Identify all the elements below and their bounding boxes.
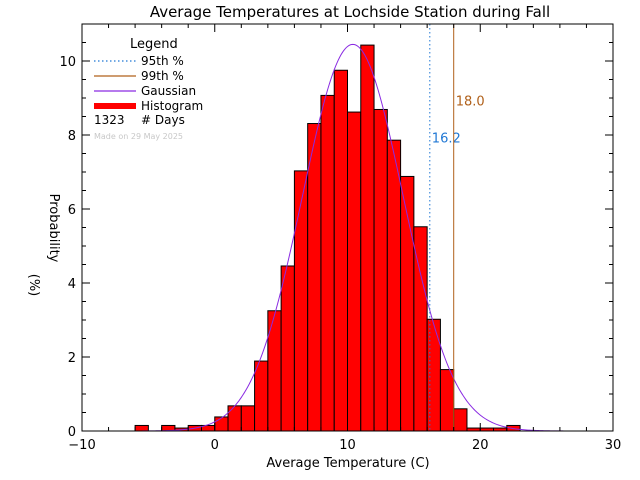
y-tick-label: 4 — [68, 277, 76, 292]
histogram-bars — [134, 44, 521, 432]
histogram-bar — [453, 408, 468, 432]
histogram-bar — [280, 265, 295, 432]
x-tick-label: 30 — [605, 438, 622, 453]
y-axis-unit: (%) — [26, 274, 41, 297]
histogram-bar — [214, 416, 229, 432]
histogram-bar — [373, 108, 388, 432]
legend-days-label: # Days — [141, 113, 185, 127]
chart-title: Average Temperatures at Lochside Station… — [150, 3, 550, 21]
histogram-bar — [386, 139, 402, 432]
x-tick-label: 20 — [472, 438, 489, 453]
histogram-bar — [254, 360, 269, 432]
histogram-bar — [333, 69, 349, 432]
y-tick-label: 8 — [68, 129, 76, 144]
histogram-bar — [227, 405, 242, 432]
percentile-lines: 16.2 18.0 — [429, 24, 485, 431]
legend: Legend 95th % 99th % Gaussian Histogram … — [94, 37, 203, 141]
x-tick-label: −10 — [68, 438, 95, 453]
histogram-bar — [293, 170, 309, 432]
legend-label-histogram: Histogram — [141, 99, 203, 113]
percentile-99th-label: 18.0 — [456, 94, 485, 109]
y-tick-label: 2 — [68, 351, 76, 366]
legend-days-count: 1323 — [94, 113, 125, 127]
y-tick-label: 6 — [68, 203, 76, 218]
legend-label-95th: 95th % — [141, 54, 184, 68]
histogram-bar — [267, 310, 282, 432]
made-on-note: Made on 29 May 2025 — [94, 132, 183, 141]
x-axis-ticks: −10 0 10 20 30 — [68, 24, 621, 453]
x-tick-label: 10 — [339, 438, 356, 453]
histogram-bar — [360, 44, 375, 432]
legend-title: Legend — [130, 37, 178, 52]
y-tick-label: 0 — [68, 425, 76, 440]
legend-label-99th: 99th % — [141, 69, 184, 83]
x-tick-label: 0 — [211, 438, 219, 453]
histogram-bar — [413, 226, 428, 432]
histogram-bar — [307, 123, 322, 432]
gaussian-curve-group — [82, 43, 613, 432]
histogram-bar — [134, 424, 149, 432]
y-tick-label: 10 — [59, 55, 76, 70]
gaussian-curve — [82, 43, 613, 432]
percentile-95th-label: 16.2 — [432, 131, 461, 146]
y-axis-label: Probability — [46, 194, 61, 263]
histogram-bar — [426, 318, 441, 432]
histogram-bar — [240, 405, 256, 432]
legend-label-gaussian: Gaussian — [141, 84, 196, 98]
histogram-bar — [320, 94, 335, 432]
histogram-bar — [347, 111, 362, 432]
histogram-bar — [439, 369, 455, 432]
y-axis-ticks: 0 2 4 6 8 10 — [59, 42, 613, 440]
x-axis-label: Average Temperature (C) — [266, 456, 429, 471]
